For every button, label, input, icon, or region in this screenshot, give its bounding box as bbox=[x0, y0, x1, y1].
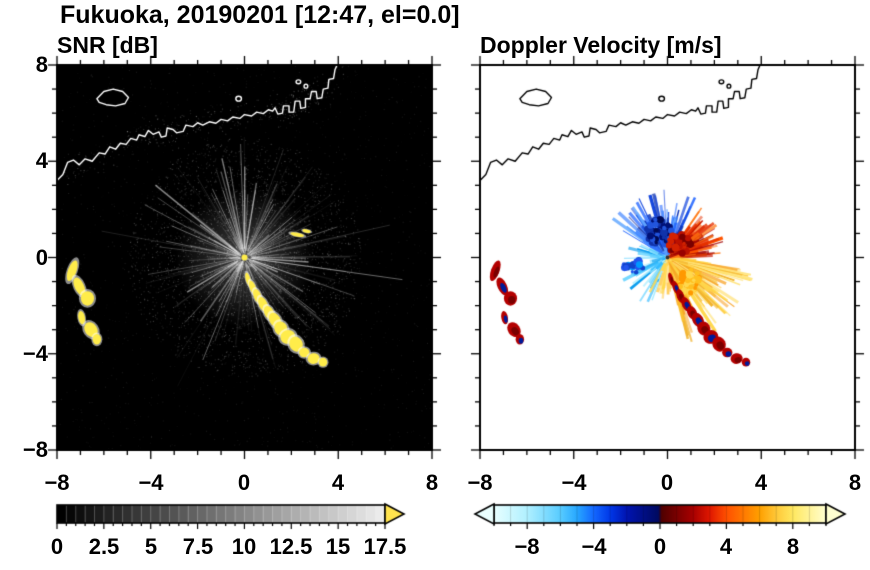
snr-colorbar-label: 7.5 bbox=[182, 534, 214, 559]
y-tick-label: 8 bbox=[35, 52, 48, 77]
snr-colorbar-label: 0 bbox=[50, 534, 64, 559]
snr-colorbar-label: 12.5 bbox=[269, 534, 313, 559]
x-tick-label: 4 bbox=[754, 470, 768, 495]
doppler-colorbar-label: −8 bbox=[514, 534, 540, 559]
snr-colorbar-label: 15 bbox=[325, 534, 351, 559]
x-tick-label: −4 bbox=[138, 470, 164, 495]
x-tick-label: 0 bbox=[237, 470, 251, 495]
snr-colorbar-label: 5 bbox=[144, 534, 158, 559]
doppler-panel-title: Doppler Velocity [m/s] bbox=[480, 32, 722, 58]
y-tick-label: 0 bbox=[35, 245, 48, 270]
x-tick-label: 4 bbox=[331, 470, 345, 495]
x-tick-label: −4 bbox=[561, 470, 587, 495]
snr-panel-title: SNR [dB] bbox=[57, 32, 158, 58]
y-tick-label: −4 bbox=[22, 341, 48, 366]
x-tick-label: 0 bbox=[660, 470, 674, 495]
snr-colorbar-label: 10 bbox=[231, 534, 257, 559]
y-tick-label: 4 bbox=[35, 148, 48, 173]
doppler-colorbar-label: −4 bbox=[581, 534, 607, 559]
doppler-colorbar-label: 4 bbox=[719, 534, 733, 559]
figure-title: Fukuoka, 20190201 [12:47, el=0.0] bbox=[60, 1, 460, 29]
doppler-colorbar-label: 8 bbox=[786, 534, 800, 559]
x-tick-label: −8 bbox=[467, 470, 493, 495]
y-tick-label: −8 bbox=[22, 437, 48, 462]
x-tick-label: 8 bbox=[425, 470, 439, 495]
doppler-colorbar-label: 0 bbox=[653, 534, 667, 559]
x-tick-label: 8 bbox=[848, 470, 862, 495]
x-tick-label: −8 bbox=[44, 470, 70, 495]
snr-colorbar-label: 17.5 bbox=[363, 534, 407, 559]
snr-colorbar-label: 2.5 bbox=[88, 534, 120, 559]
